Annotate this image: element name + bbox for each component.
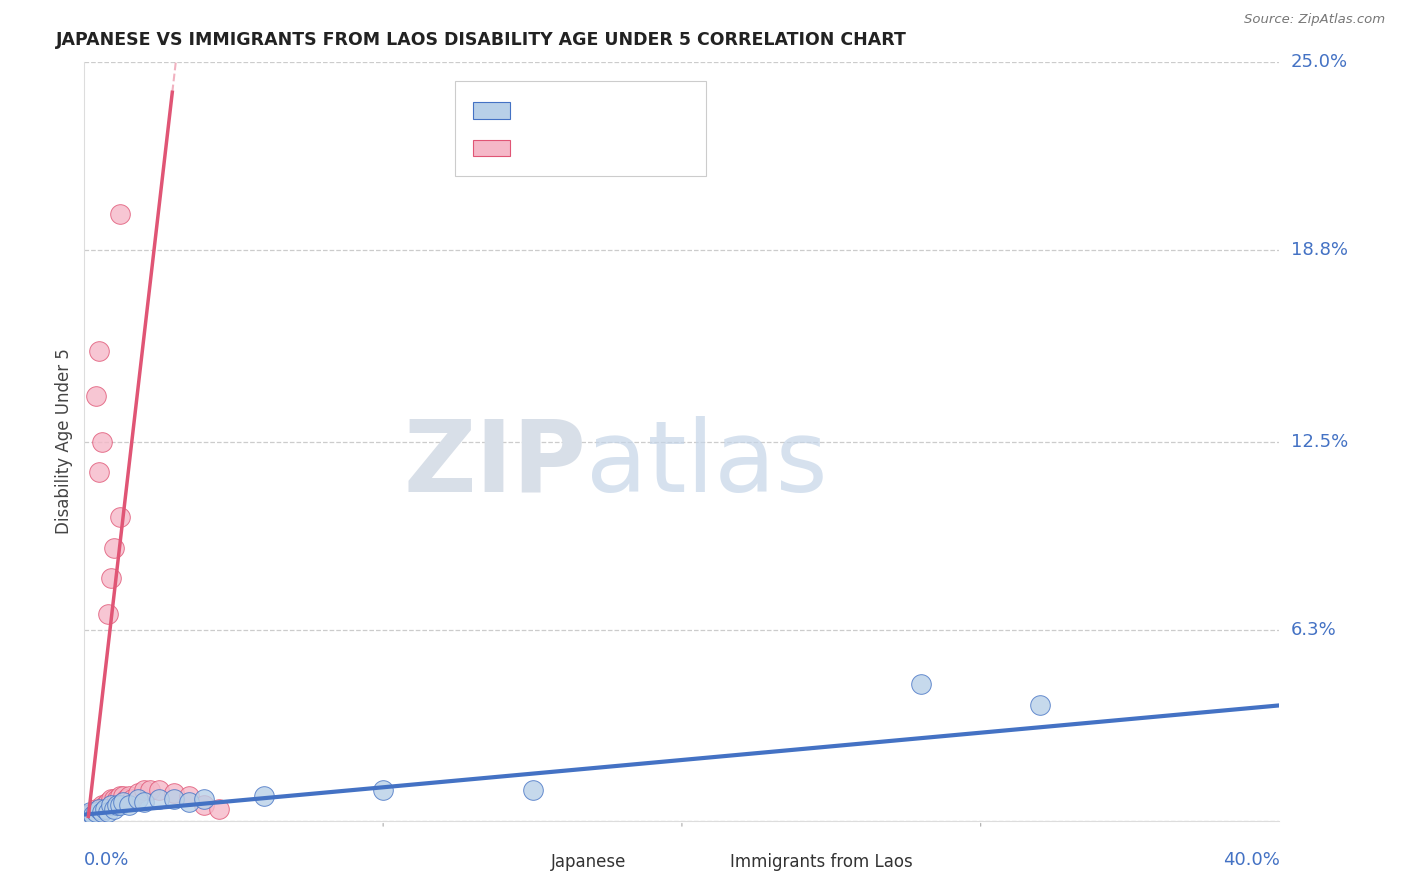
Point: [177, 796, 200, 810]
Point: [76, 807, 98, 822]
Point: [94, 798, 117, 813]
Y-axis label: Disability Age Under 5: Disability Age Under 5: [55, 349, 73, 534]
Point: [163, 792, 186, 806]
Text: N = 25: N = 25: [607, 101, 675, 120]
Point: [127, 792, 149, 806]
Point: [79, 805, 101, 819]
Point: [105, 798, 128, 813]
Point: [118, 798, 141, 813]
Point: [91, 801, 114, 815]
Point: [208, 801, 231, 815]
Text: atlas: atlas: [586, 416, 828, 513]
Point: [100, 798, 122, 813]
Text: Immigrants from Laos: Immigrants from Laos: [730, 854, 912, 871]
Text: JAPANESE VS IMMIGRANTS FROM LAOS DISABILITY AGE UNDER 5 CORRELATION CHART: JAPANESE VS IMMIGRANTS FROM LAOS DISABIL…: [56, 31, 907, 49]
Point: [82, 805, 104, 819]
Point: [86, 805, 108, 819]
Point: [103, 801, 125, 815]
Point: [89, 801, 111, 815]
Point: [148, 783, 170, 797]
Point: [100, 792, 122, 806]
Point: [132, 783, 156, 797]
Point: [110, 207, 132, 221]
Text: ZIP: ZIP: [404, 416, 586, 513]
Point: [112, 789, 135, 804]
Point: [1029, 698, 1052, 713]
Point: [89, 801, 111, 815]
Text: 12.5%: 12.5%: [1291, 433, 1348, 450]
Point: [86, 389, 108, 403]
Point: [94, 801, 117, 815]
FancyBboxPatch shape: [456, 81, 706, 177]
Point: [177, 789, 200, 804]
Point: [103, 792, 125, 806]
Text: R = 0.537: R = 0.537: [524, 101, 621, 120]
Text: R = 0.608: R = 0.608: [524, 139, 623, 157]
Point: [97, 798, 120, 813]
Point: [112, 796, 135, 810]
Point: [100, 796, 122, 810]
Text: N = 41: N = 41: [607, 139, 675, 157]
Point: [132, 796, 156, 810]
Text: 25.0%: 25.0%: [1291, 54, 1348, 71]
Point: [110, 510, 132, 524]
Point: [91, 805, 114, 819]
Text: 40.0%: 40.0%: [1223, 851, 1279, 869]
Point: [86, 805, 108, 819]
Point: [193, 798, 215, 813]
Point: [91, 434, 114, 449]
Text: Source: ZipAtlas.com: Source: ZipAtlas.com: [1244, 13, 1385, 27]
Point: [193, 792, 215, 806]
Point: [89, 805, 111, 819]
Point: [522, 783, 544, 797]
Point: [94, 801, 117, 815]
FancyBboxPatch shape: [688, 851, 721, 874]
Point: [103, 796, 125, 810]
Point: [148, 792, 170, 806]
FancyBboxPatch shape: [509, 851, 543, 874]
Point: [118, 789, 141, 804]
Text: Japanese: Japanese: [551, 854, 626, 871]
Point: [103, 541, 125, 555]
Point: [79, 807, 101, 822]
Point: [100, 571, 122, 585]
Point: [163, 786, 186, 800]
Point: [82, 807, 104, 822]
Point: [97, 796, 120, 810]
Text: 18.8%: 18.8%: [1291, 242, 1347, 260]
FancyBboxPatch shape: [472, 140, 509, 156]
Point: [253, 789, 276, 804]
Point: [97, 805, 120, 819]
Point: [121, 792, 143, 806]
FancyBboxPatch shape: [472, 102, 509, 119]
Point: [910, 677, 932, 691]
Point: [89, 343, 111, 358]
Point: [139, 783, 162, 797]
Point: [97, 607, 120, 622]
Point: [373, 783, 395, 797]
Point: [110, 798, 132, 813]
Point: [115, 792, 138, 806]
Point: [82, 805, 104, 819]
Point: [91, 798, 114, 813]
Point: [76, 807, 98, 822]
Point: [89, 465, 111, 479]
Text: 0.0%: 0.0%: [84, 851, 129, 869]
Point: [127, 786, 149, 800]
Text: 6.3%: 6.3%: [1291, 621, 1336, 639]
Point: [105, 792, 128, 806]
Point: [110, 789, 132, 804]
Point: [86, 801, 108, 815]
